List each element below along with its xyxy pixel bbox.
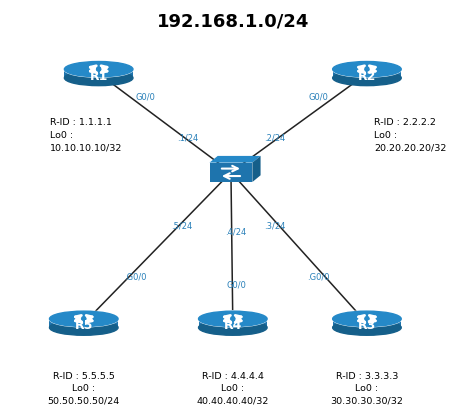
Ellipse shape (64, 61, 133, 77)
Text: 192.168.1.0/24: 192.168.1.0/24 (156, 12, 309, 30)
Bar (49, 319, 118, 328)
Text: R-ID : 3.3.3.3
Lo0 :
30.30.30.30/32: R-ID : 3.3.3.3 Lo0 : 30.30.30.30/32 (330, 372, 403, 406)
Polygon shape (210, 156, 261, 163)
Text: .1/24: .1/24 (177, 133, 198, 142)
Text: R-ID : 5.5.5.5
Lo0 :
50.50.50.50/24: R-ID : 5.5.5.5 Lo0 : 50.50.50.50/24 (48, 372, 120, 406)
Text: R2: R2 (358, 70, 376, 83)
Ellipse shape (333, 70, 401, 85)
Text: .3/24: .3/24 (264, 221, 285, 230)
Ellipse shape (199, 320, 267, 335)
Text: R4: R4 (224, 319, 242, 333)
Ellipse shape (64, 70, 133, 85)
Ellipse shape (49, 311, 118, 326)
Bar (210, 163, 252, 182)
Ellipse shape (199, 311, 267, 326)
Text: .4/24: .4/24 (225, 227, 246, 236)
Ellipse shape (333, 311, 401, 326)
Text: .G0/0: .G0/0 (124, 273, 146, 282)
Text: R5: R5 (74, 319, 93, 333)
Text: R-ID : 4.4.4.4
Lo0 :
40.40.40.40/32: R-ID : 4.4.4.4 Lo0 : 40.40.40.40/32 (197, 372, 269, 406)
Ellipse shape (333, 61, 401, 77)
Ellipse shape (333, 320, 401, 335)
Text: G0/0: G0/0 (226, 280, 246, 289)
Text: R-ID : 2.2.2.2
Lo0 :
20.20.20.20/32: R-ID : 2.2.2.2 Lo0 : 20.20.20.20/32 (374, 118, 447, 152)
Bar (333, 69, 401, 78)
Bar (333, 319, 401, 328)
Text: .5/24: .5/24 (171, 221, 192, 230)
Text: .G0/0: .G0/0 (307, 273, 330, 282)
Text: R1: R1 (90, 70, 108, 83)
Bar (64, 69, 133, 78)
Polygon shape (252, 156, 261, 182)
Text: G0/0: G0/0 (309, 92, 328, 101)
Text: R3: R3 (358, 319, 376, 333)
Bar (199, 319, 267, 328)
Text: R-ID : 1.1.1.1
Lo0 :
10.10.10.10/32: R-ID : 1.1.1.1 Lo0 : 10.10.10.10/32 (50, 118, 123, 152)
Text: .2/24: .2/24 (264, 133, 285, 142)
Text: G0/0: G0/0 (135, 92, 155, 101)
Ellipse shape (49, 320, 118, 335)
